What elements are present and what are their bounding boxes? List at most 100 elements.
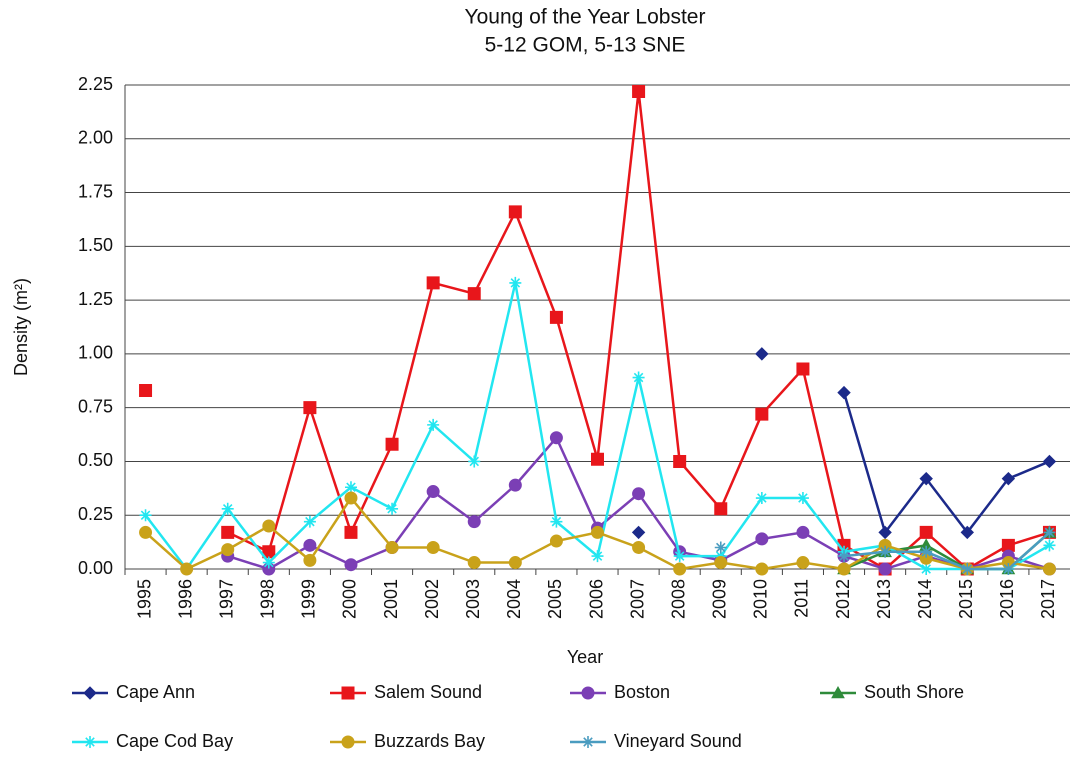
marker — [960, 525, 974, 540]
chart-subtitle: 5-12 GOM, 5-13 SNE — [485, 34, 686, 57]
marker — [591, 550, 604, 563]
marker — [837, 385, 851, 400]
marker — [755, 347, 769, 361]
marker — [961, 563, 974, 575]
x-tick-label: 1998 — [258, 579, 278, 619]
legend-label: South Shore — [864, 682, 964, 702]
marker — [468, 455, 481, 468]
legend-marker — [341, 735, 355, 749]
x-tick-label: 2009 — [710, 579, 730, 619]
marker — [919, 471, 933, 486]
marker — [1042, 562, 1056, 576]
y-tick-label: 2.25 — [78, 74, 113, 94]
marker — [878, 525, 892, 540]
legend-marker — [84, 736, 96, 748]
x-tick-label: 2014 — [915, 579, 935, 619]
legend-label: Cape Cod Bay — [116, 731, 233, 751]
y-tick-label: 1.75 — [78, 181, 113, 201]
marker — [262, 556, 275, 569]
x-tick-label: 2017 — [1038, 579, 1058, 619]
x-tick-label: 1996 — [175, 579, 195, 619]
marker — [714, 541, 727, 554]
x-tick-label: 1997 — [216, 579, 236, 619]
marker — [1042, 454, 1057, 469]
marker — [550, 515, 563, 528]
marker — [920, 545, 933, 558]
y-tick-label: 0.00 — [78, 558, 113, 578]
marker — [590, 525, 605, 539]
marker — [262, 519, 276, 533]
marker — [508, 478, 522, 492]
x-tick-label: 2012 — [833, 579, 853, 619]
marker — [426, 540, 440, 554]
legend-marker — [581, 686, 595, 700]
chart-title: Young of the Year Lobster — [465, 6, 706, 29]
y-tick-label: 0.75 — [78, 396, 113, 416]
x-tick-label: 1999 — [299, 579, 319, 619]
marker — [549, 534, 563, 548]
legend-label: Vineyard Sound — [614, 731, 742, 751]
marker — [385, 437, 399, 451]
marker — [919, 525, 933, 539]
marker — [467, 515, 481, 529]
marker — [631, 525, 646, 540]
marker — [221, 525, 235, 539]
marker — [467, 556, 481, 570]
x-tick-label: 2016 — [997, 579, 1017, 619]
marker — [426, 276, 440, 290]
legend-marker — [582, 736, 594, 748]
marker — [508, 205, 522, 219]
legend-label: Salem Sound — [374, 682, 482, 702]
marker — [509, 276, 522, 289]
x-tick-label: 2004 — [504, 579, 524, 619]
marker — [139, 383, 153, 397]
marker — [549, 310, 563, 324]
marker — [632, 540, 646, 554]
series-line — [842, 392, 1050, 536]
marker — [1001, 538, 1015, 552]
x-tick-label: 2013 — [874, 579, 894, 619]
legend-marker — [831, 685, 845, 699]
x-tick-label: 2005 — [545, 579, 565, 619]
y-tick-label: 1.25 — [78, 289, 113, 309]
marker — [344, 491, 358, 505]
marker — [920, 563, 933, 575]
x-tick-label: 2001 — [381, 579, 401, 619]
marker — [1043, 526, 1056, 539]
marker — [385, 540, 399, 554]
marker — [467, 287, 481, 301]
marker — [879, 545, 892, 558]
marker — [878, 562, 892, 576]
marker — [632, 371, 645, 384]
marker — [508, 556, 522, 570]
marker — [1002, 563, 1015, 575]
y-tick-label: 0.25 — [78, 504, 113, 524]
marker — [139, 525, 153, 539]
x-tick-label: 2000 — [340, 579, 360, 619]
x-tick-label: 2006 — [586, 579, 606, 619]
marker — [837, 562, 851, 576]
marker — [632, 487, 646, 501]
y-tick-label: 1.50 — [78, 235, 113, 255]
legend-label: Boston — [614, 682, 670, 702]
marker — [755, 532, 769, 546]
y-tick-label: 0.50 — [78, 450, 113, 470]
x-tick-label: 1995 — [134, 579, 154, 619]
legend-marker — [341, 686, 355, 700]
y-tick-label: 1.00 — [78, 343, 113, 363]
marker — [427, 418, 440, 431]
marker — [632, 84, 646, 98]
x-tick-label: 2011 — [792, 579, 812, 618]
marker — [221, 502, 234, 515]
marker — [796, 362, 810, 376]
marker — [344, 525, 358, 539]
marker — [344, 481, 357, 494]
marker — [755, 407, 769, 421]
marker — [180, 562, 194, 576]
marker — [714, 556, 728, 570]
marker — [386, 502, 399, 515]
y-tick-label: 2.00 — [78, 128, 113, 148]
x-tick-label: 2008 — [668, 579, 688, 619]
marker — [221, 543, 235, 557]
y-axis-label: Density (m²) — [11, 278, 31, 376]
